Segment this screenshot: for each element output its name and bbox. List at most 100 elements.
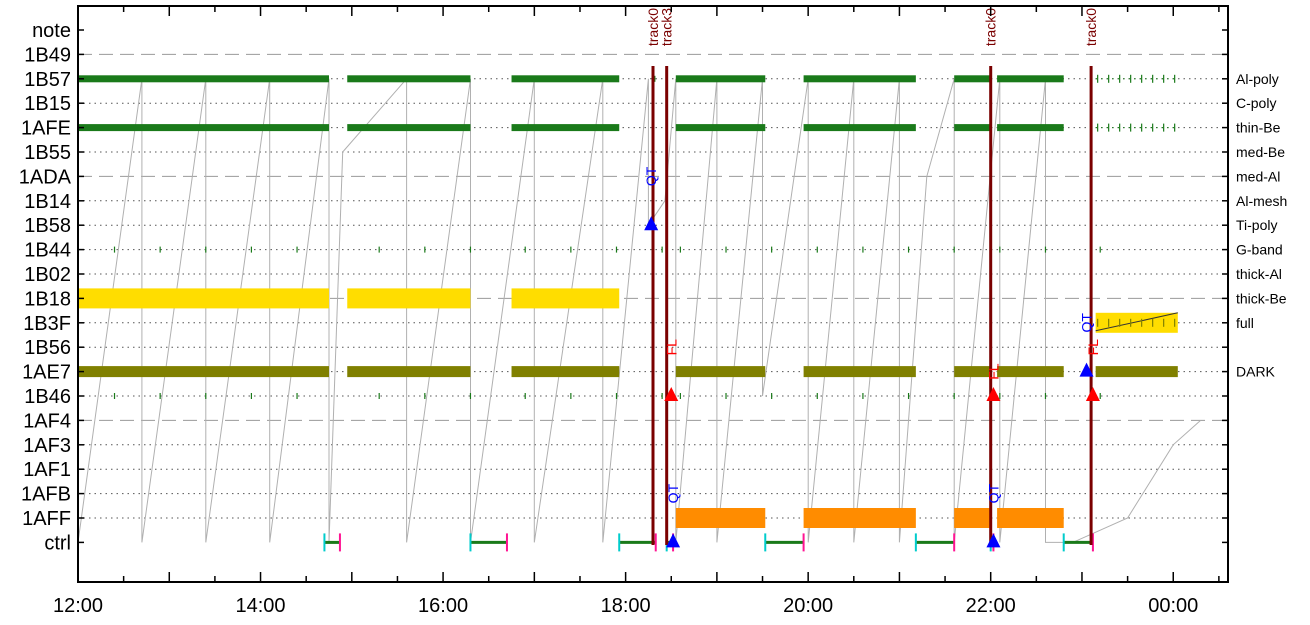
row-label-1af1: 1AF1	[23, 459, 71, 481]
marker-label-3: FL	[985, 363, 1001, 380]
sawtooth-line	[77, 77, 1201, 543]
row-label-1afe: 1AFE	[21, 118, 71, 140]
segment-1b18-16	[78, 288, 329, 309]
sawtooth-trace	[77, 77, 1201, 543]
segment-1afe-9	[347, 124, 471, 132]
x-tick-label: 14:00	[236, 595, 286, 617]
segment-1aff-29	[803, 508, 916, 528]
x-tick-label: 12:00	[53, 595, 103, 617]
track-label-3: track0	[1083, 8, 1099, 46]
segment-1b3f-27-slope	[1095, 312, 1178, 332]
segment-1ae7-22	[675, 366, 766, 378]
segment-1b57-1	[347, 75, 471, 83]
row-label-1b58: 1B58	[24, 215, 71, 237]
row-label-1b55: 1B55	[24, 142, 71, 164]
segment-1afe-12	[803, 124, 916, 132]
segment-1ae7-24	[954, 366, 991, 378]
segment-1afe-11	[675, 124, 766, 132]
marker-triangle-2	[666, 533, 681, 548]
segment-1afe-14	[997, 124, 1064, 132]
segment-1afe-13	[954, 124, 991, 132]
segment-1ae7-20	[347, 366, 471, 378]
right-label-thin-be: thin-Be	[1236, 120, 1281, 136]
row-label-1b56: 1B56	[24, 337, 71, 359]
right-label-al-poly: Al-poly	[1236, 71, 1279, 87]
marker-label-0: QT	[643, 166, 659, 186]
row-label-1ada: 1ADA	[19, 166, 72, 188]
right-labels: Al-poly C-poly thin-Be med-Be med-Al Al-mesh T…	[1236, 71, 1287, 380]
row-label-1b49: 1B49	[24, 44, 71, 66]
right-label-c-poly: C-poly	[1236, 95, 1276, 111]
row-label-1b46: 1B46	[24, 386, 71, 408]
row-label-1afb: 1AFB	[21, 484, 71, 506]
row-label-1ae7: 1AE7	[22, 362, 71, 384]
marker-label-5: QT	[1079, 313, 1095, 333]
row-label-1b14: 1B14	[24, 191, 71, 213]
plot-frame	[77, 5, 1229, 583]
plot-border	[77, 5, 1229, 583]
row-label-1b57: 1B57	[24, 69, 71, 91]
row-label-1b3f: 1B3F	[23, 313, 71, 335]
right-label-full: full	[1236, 315, 1254, 331]
x-tick-label: 00:00	[1148, 595, 1198, 617]
marker-label-6: FL	[1085, 339, 1101, 356]
segments-layer	[78, 74, 1178, 528]
segment-1afe-8	[78, 124, 329, 132]
ctrl-bars-layer	[323, 533, 1094, 552]
segment-1aff-28	[675, 508, 766, 528]
segment-1b57-4	[803, 75, 916, 83]
segment-1aff-30	[954, 508, 991, 528]
x-axis-ticks: 12:00 14:00 16:00 18:00 20:00 22:00 00:00	[53, 595, 1198, 617]
row-label-1aff: 1AFF	[22, 508, 71, 530]
row-label-1b15: 1B15	[24, 93, 71, 115]
right-label-med-be: med-Be	[1236, 144, 1285, 160]
segment-1ae7-21	[511, 366, 620, 378]
row-label-1b44: 1B44	[24, 240, 71, 262]
segment-1afe-10	[511, 124, 620, 132]
x-tick-label: 18:00	[601, 595, 651, 617]
segment-1b57-2	[511, 75, 620, 83]
segment-1b57-5	[954, 75, 991, 83]
marker-triangle-3	[986, 387, 1001, 401]
marker-triangle-6	[1085, 387, 1100, 401]
x-tick-label: 16:00	[418, 595, 468, 617]
x-tick-label: 22:00	[966, 595, 1016, 617]
track-label-0: track0	[645, 8, 661, 46]
marker-triangle-5	[1079, 362, 1094, 377]
marker-triangle-4	[986, 533, 1001, 548]
row-label-1af4: 1AF4	[23, 410, 71, 432]
segment-1b57-3	[675, 75, 766, 83]
segment-1ae7-25	[997, 366, 1064, 378]
x-tick-label: 20:00	[783, 595, 833, 617]
right-label-ti-poly: Ti-poly	[1236, 217, 1278, 233]
segment-1b57-6	[997, 75, 1064, 83]
track-label-2: track0	[983, 8, 999, 46]
right-label-thick-al: thick-Al	[1236, 266, 1282, 282]
right-label-med-al: med-Al	[1236, 168, 1280, 184]
segment-1b18-18	[511, 288, 620, 309]
marker-label-1: FL	[663, 339, 679, 356]
segment-1ae7-19	[78, 366, 329, 378]
row-label-1b18: 1B18	[24, 288, 71, 310]
segment-1aff-31	[997, 508, 1064, 528]
row-label-ctrl: ctrl	[44, 532, 71, 554]
right-label-dark: DARK	[1236, 364, 1276, 380]
segment-1b18-17	[347, 288, 471, 309]
segment-1b57-0	[78, 75, 329, 83]
segment-1ae7-23	[803, 366, 916, 378]
markers-layer: QT FL QT FL QT QT FL	[643, 166, 1101, 548]
row-label-1af3: 1AF3	[23, 435, 71, 457]
track-label-1: track3	[659, 8, 675, 46]
right-label-thick-be: thick-Be	[1236, 290, 1287, 306]
right-label-al-mesh: Al-mesh	[1236, 193, 1287, 209]
marker-triangle-1	[664, 387, 679, 401]
right-label-g-band: G-band	[1236, 242, 1283, 258]
row-label-note: note	[32, 20, 71, 42]
marker-label-4: QT	[985, 483, 1001, 503]
marker-label-2: QT	[665, 483, 681, 503]
row-label-1b02: 1B02	[24, 264, 71, 286]
segment-1ae7-26	[1095, 366, 1178, 378]
